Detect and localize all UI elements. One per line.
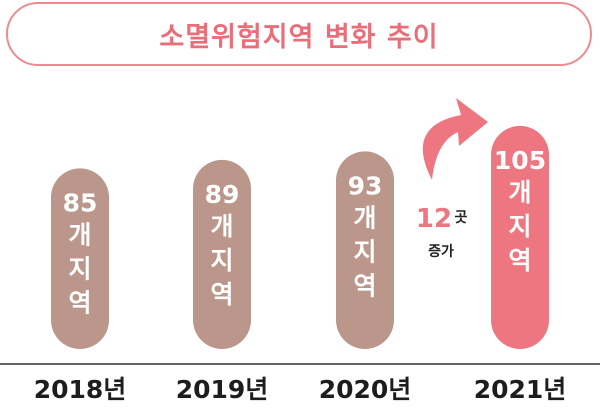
bar-value-label: 93 xyxy=(348,171,383,200)
x-tick-label: 2020년 xyxy=(319,375,412,404)
bar-value-label: 85 xyxy=(63,188,98,217)
x-tick-label: 2021년 xyxy=(474,375,567,404)
x-tick-label: 2019년 xyxy=(176,375,269,404)
bar-unit-label: 지 xyxy=(68,254,91,283)
increase-arrow-icon xyxy=(422,98,488,180)
x-tick-labels: 2018년 2019년 2020년 2021년 xyxy=(34,375,567,404)
bar-unit-label: 역 xyxy=(508,246,531,275)
bar-unit-label: 지 xyxy=(353,237,376,266)
bar-unit-label: 역 xyxy=(68,288,91,317)
x-tick-label: 2018년 xyxy=(34,375,127,404)
chart-title: 소멸위험지역 변화 추이 xyxy=(6,2,592,66)
annotation-unit: 곳 xyxy=(455,210,468,226)
bar-unit-label: 개 xyxy=(353,203,376,232)
bar-2019년 xyxy=(193,159,251,349)
bar-unit-label: 개 xyxy=(68,220,91,249)
annotation-number: 12 xyxy=(416,204,452,234)
bar-unit-label: 개 xyxy=(210,212,233,241)
bar-unit-label: 역 xyxy=(210,280,233,309)
increase-annotation: 12 곳 증가 xyxy=(416,98,488,260)
bar-unit-label: 지 xyxy=(210,246,233,275)
bar-unit-label: 개 xyxy=(508,178,531,207)
bar-value-label: 105 xyxy=(494,146,546,175)
bar-unit-label: 지 xyxy=(508,212,531,241)
bar-2018년 xyxy=(51,168,109,349)
annotation-text: 증가 xyxy=(428,244,454,260)
bar-unit-label: 역 xyxy=(353,271,376,300)
bar-value-label: 89 xyxy=(205,180,240,209)
bar-2021년 xyxy=(491,125,549,349)
bar-2020년 xyxy=(336,151,394,349)
